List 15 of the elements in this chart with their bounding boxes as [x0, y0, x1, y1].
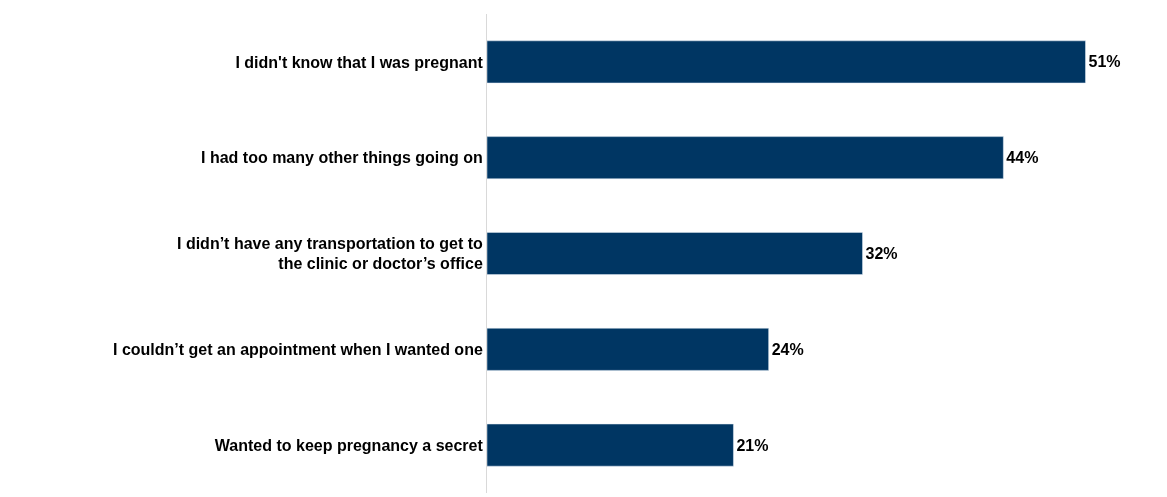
bar	[487, 423, 734, 467]
data-label: 51%	[1088, 53, 1121, 71]
bar	[487, 232, 863, 275]
y-tick-label: I didn’t have any transportation to get to the clinic or doctor’s office	[177, 234, 484, 273]
bar	[487, 40, 1086, 84]
y-tick-label: I had too many other things going on	[201, 149, 483, 167]
data-label: 44%	[1006, 149, 1039, 167]
data-label: 24%	[771, 340, 804, 358]
bar	[487, 327, 769, 371]
data-label: 21%	[736, 436, 769, 454]
y-tick-label: I didn't know that I was pregnant	[235, 53, 484, 71]
y-tick-label: I couldn’t get an appointment when I wanted one	[113, 340, 483, 358]
bar	[487, 136, 1004, 180]
y-tick-label: Wanted to keep pregnancy a secret	[214, 436, 484, 454]
data-label: 32%	[865, 245, 898, 262]
